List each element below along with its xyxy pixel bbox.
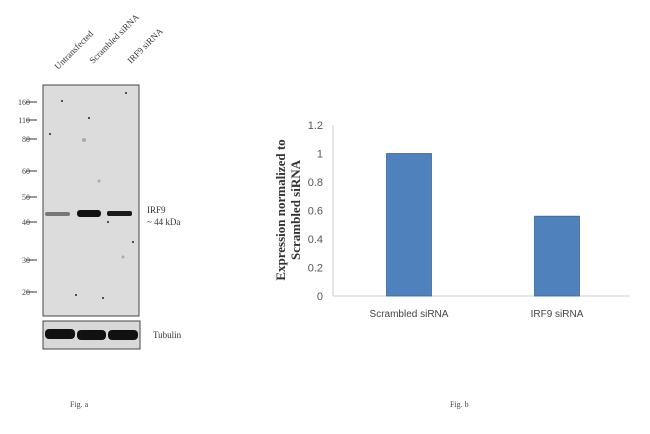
tubulin-band-3: [108, 330, 138, 340]
y-tick-label: 0.6: [308, 206, 323, 218]
x-tick-labels: Scrambled siRNA IRF9 siRNA: [370, 309, 584, 320]
y-tick-label: 1: [317, 149, 323, 161]
lane-label-untransfected: Untransfected: [52, 28, 95, 71]
x-tick-label: IRF9 siRNA: [531, 309, 584, 320]
band-irf9: [107, 211, 132, 216]
y-tick-label: 0.4: [308, 234, 323, 246]
y-tick-label: 0.2: [308, 263, 323, 275]
tubulin-band-2: [77, 330, 106, 340]
bar-irf9-sirna: [534, 215, 580, 297]
mw-markers: 160110806050403020: [18, 98, 37, 297]
band-size-label: ~ 44 kDa: [147, 217, 180, 227]
western-blot: Untransfected Scrambled siRNA IRF9 siRNA…: [18, 12, 182, 409]
loading-control-label: Tubulin: [153, 330, 182, 340]
y-axis-label-line1: Expression normalized to: [273, 139, 288, 280]
blot-membrane: [42, 84, 140, 317]
y-tick-label: 0: [317, 291, 323, 303]
band-scrambled: [77, 210, 101, 217]
lane-label-irf9: IRF9 siRNA: [125, 26, 165, 66]
blot-specks: [49, 92, 134, 299]
y-tick-labels: 0 0.2 0.4 0.6 0.8 1 1.2: [308, 120, 323, 303]
bar-scrambled-sirna: [386, 153, 432, 297]
y-tick-label: 1.2: [308, 120, 323, 132]
x-tick-label: Scrambled siRNA: [370, 309, 449, 320]
bar-chart: 0 0.2 0.4 0.6 0.8 1 1.2 Scrambled siRNA IRF9 si…: [273, 120, 630, 409]
mw-marker-label: 110: [18, 116, 30, 125]
caption-fig-a: Fig. a: [70, 400, 89, 409]
y-axis-label-line2: Scrambled siRNA: [288, 159, 303, 260]
y-axis-label: Expression normalized to Scrambled siRNA: [273, 139, 303, 280]
bars: [386, 153, 580, 297]
band-label-irf9: IRF9: [147, 205, 166, 215]
caption-fig-b: Fig. b: [450, 400, 469, 409]
mw-marker-label: 160: [18, 98, 30, 107]
band-untransfected: [45, 212, 70, 216]
tubulin-band-1: [45, 329, 75, 339]
y-tick-label: 0.8: [308, 177, 323, 189]
